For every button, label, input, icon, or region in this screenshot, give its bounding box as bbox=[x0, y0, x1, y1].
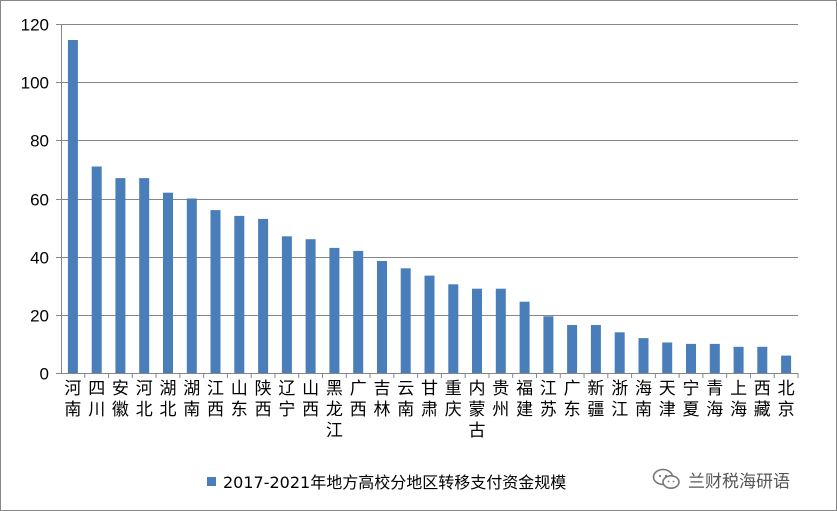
x-category-label: 江西 bbox=[207, 379, 224, 420]
gridlines bbox=[61, 24, 798, 316]
y-tick-label: 80 bbox=[30, 132, 49, 151]
bar bbox=[472, 288, 482, 373]
bar bbox=[757, 346, 768, 373]
x-category-label: 山东 bbox=[231, 379, 248, 420]
y-tick-label: 0 bbox=[40, 365, 49, 384]
x-category-label: 陕西 bbox=[255, 379, 272, 420]
bar bbox=[305, 239, 316, 373]
bar bbox=[115, 178, 126, 373]
bars bbox=[67, 40, 792, 373]
bar bbox=[139, 178, 150, 373]
x-category-label: 上海 bbox=[730, 379, 747, 420]
bar bbox=[448, 284, 459, 373]
x-category-label: 安徽 bbox=[112, 379, 129, 420]
bar bbox=[234, 215, 245, 373]
x-category-label: 海南 bbox=[635, 379, 652, 420]
bar bbox=[67, 40, 78, 373]
bar bbox=[781, 355, 792, 373]
y-tick-labels: 0 20 40 60 80 100 120 bbox=[21, 16, 49, 384]
y-tick-label: 20 bbox=[30, 307, 49, 326]
watermark: 兰财税海研语 bbox=[652, 464, 790, 494]
bar bbox=[353, 250, 364, 373]
bar bbox=[281, 236, 292, 373]
x-category-label: 黑龙江 bbox=[326, 379, 343, 441]
bar bbox=[662, 342, 673, 373]
x-category-label: 浙江 bbox=[611, 379, 628, 420]
bar bbox=[400, 268, 411, 373]
watermark-text: 兰财税海研语 bbox=[688, 471, 790, 492]
x-category-label: 广西 bbox=[350, 379, 367, 420]
bar bbox=[686, 343, 696, 373]
bar bbox=[91, 166, 102, 373]
x-category-label: 贵州 bbox=[492, 379, 509, 420]
x-category-label: 河南 bbox=[64, 379, 81, 420]
x-category-label: 山西 bbox=[302, 379, 319, 420]
bar bbox=[567, 325, 578, 373]
bar bbox=[377, 261, 387, 373]
bar bbox=[709, 343, 720, 373]
y-tick-label: 40 bbox=[30, 249, 49, 268]
x-category-label: 重庆 bbox=[445, 379, 462, 420]
bar bbox=[638, 338, 649, 373]
bar bbox=[495, 288, 506, 373]
legend-label: 2017-2021年地方高校分地区转移支付资金规模 bbox=[223, 473, 567, 492]
x-category-label: 新疆 bbox=[587, 379, 604, 420]
x-category-label: 青海 bbox=[706, 379, 723, 420]
x-category-label: 北京 bbox=[778, 379, 795, 420]
bar bbox=[733, 346, 744, 373]
x-category-label: 云南 bbox=[397, 379, 414, 420]
x-category-label: 宁夏 bbox=[683, 379, 700, 420]
legend: 2017-2021年地方高校分地区转移支付资金规模 bbox=[207, 470, 566, 492]
x-category-label: 天津 bbox=[659, 379, 676, 420]
wechat-icon bbox=[652, 468, 680, 489]
x-category-label: 吉林 bbox=[374, 379, 391, 420]
bar bbox=[163, 192, 173, 373]
x-category-label: 湖南 bbox=[183, 379, 200, 420]
x-category-label: 湖北 bbox=[160, 379, 177, 420]
y-tick-label: 120 bbox=[21, 16, 49, 35]
y-tick-label: 100 bbox=[21, 74, 49, 93]
y-tick-label: 60 bbox=[30, 191, 49, 210]
bar bbox=[590, 325, 601, 373]
bar bbox=[329, 247, 340, 373]
bar bbox=[424, 275, 435, 373]
x-category-label: 四川 bbox=[88, 379, 105, 420]
bar bbox=[519, 301, 530, 373]
x-category-labels: 河南四川安徽河北湖北湖南江西山东陕西辽宁山西黑龙江广西吉林云南甘肃重庆内蒙古贵州… bbox=[64, 379, 794, 441]
bar bbox=[258, 218, 269, 373]
bar bbox=[543, 316, 554, 373]
x-category-label: 江苏 bbox=[540, 379, 557, 420]
x-category-label: 辽宁 bbox=[278, 379, 295, 420]
x-category-label: 河北 bbox=[136, 379, 153, 420]
x-category-label: 甘肃 bbox=[421, 379, 438, 420]
legend-swatch bbox=[207, 476, 216, 486]
bar bbox=[210, 210, 221, 373]
x-category-label: 西藏 bbox=[754, 379, 771, 420]
x-category-label: 内蒙古 bbox=[469, 379, 486, 441]
axes bbox=[56, 24, 799, 378]
x-category-label: 福建 bbox=[516, 379, 533, 420]
x-category-label: 广东 bbox=[564, 379, 581, 420]
bar bbox=[614, 332, 625, 373]
bar bbox=[186, 198, 197, 373]
